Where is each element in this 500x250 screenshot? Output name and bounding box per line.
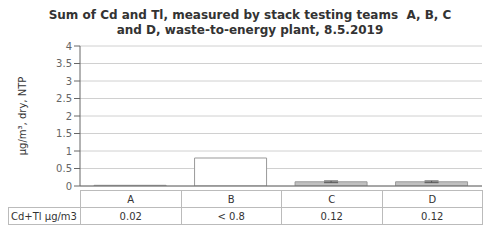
svg-text:1.5: 1.5 bbox=[56, 128, 72, 139]
svg-text:3: 3 bbox=[66, 76, 72, 87]
svg-text:4: 4 bbox=[66, 41, 72, 52]
html-text:D: D bbox=[428, 193, 437, 205]
html-text:0.02: 0.02 bbox=[119, 210, 142, 222]
html-text:< 0.8: < 0.8 bbox=[217, 210, 245, 222]
html-text:0.12: 0.12 bbox=[320, 210, 343, 222]
html-text:C: C bbox=[328, 193, 336, 205]
html-text:Sum of Cd and Tl, measured by: Sum of Cd and Tl, measured by stack test… bbox=[48, 8, 452, 37]
html-text:B: B bbox=[227, 193, 235, 205]
svg-text:1: 1 bbox=[66, 146, 72, 157]
html-text:0.12: 0.12 bbox=[421, 210, 444, 222]
svg-text:μg/m³, dry, NTP: μg/m³, dry, NTP bbox=[17, 77, 28, 156]
svg-text:0.5: 0.5 bbox=[56, 163, 72, 174]
html-text:Cd+Tl μg/m3: Cd+Tl μg/m3 bbox=[11, 210, 77, 222]
svg-text:2: 2 bbox=[66, 111, 72, 122]
svg-text:3.5: 3.5 bbox=[56, 58, 72, 69]
html-text:A: A bbox=[127, 193, 135, 205]
svg-text:0: 0 bbox=[66, 181, 72, 190]
svg-text:2.5: 2.5 bbox=[56, 93, 72, 104]
